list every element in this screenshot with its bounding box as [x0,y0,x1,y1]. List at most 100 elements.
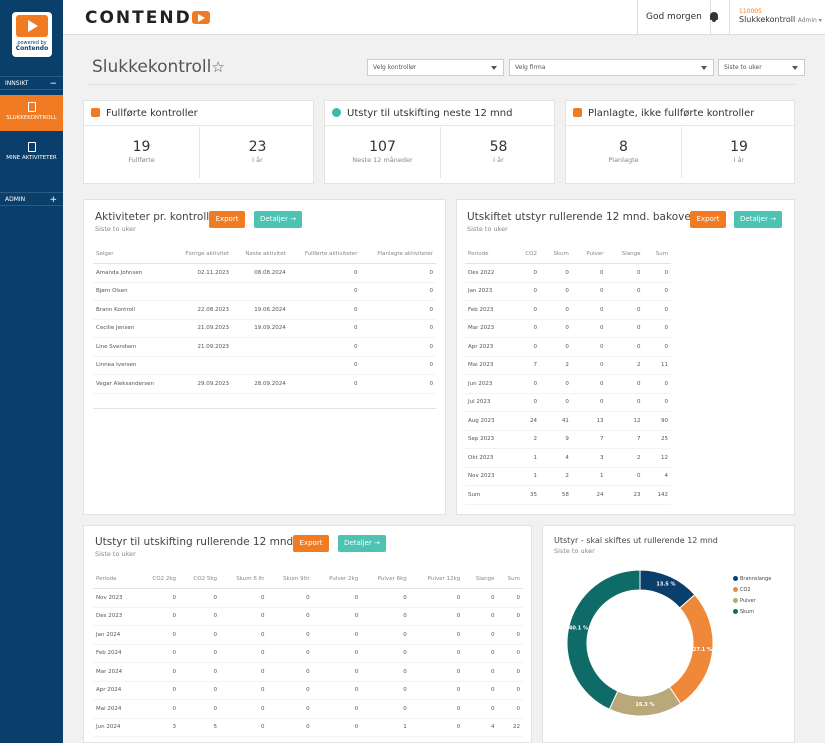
kpi-label: I år [493,156,504,164]
table-cell: 0 [571,282,607,301]
table-row: Mar 2024 0 0 0 0 0 0 0 0 0 [93,662,523,682]
activities-export-button[interactable]: Export [209,211,245,228]
kpi-label: Fullførte [128,156,155,164]
table-cell: 0 [312,699,362,719]
activities-details-button[interactable]: Detaljer → [254,211,302,228]
legend-item[interactable]: Skum [733,609,771,620]
bell-icon[interactable] [710,12,718,22]
table-cell: 0 [539,393,572,412]
table-cell: 0 [643,319,671,338]
table-cell: 0 [643,337,671,357]
contendo-logo[interactable]: powered by Contendo [12,12,52,57]
table-row: Aug 2023 24 41 13 12 90 [465,411,671,431]
table-cell: 0 [361,625,410,645]
upcoming-export-button[interactable]: Export [293,535,329,552]
table-cell: 0 [571,356,607,375]
table-cell: 58 [539,485,572,505]
table-cell: 90 [643,411,671,431]
table-cell: 0 [571,300,607,320]
table-header-cell: Pulver 2kg [312,570,362,589]
user-role: Admin ▾ [797,17,822,24]
table-cell: 21.09.2023 [171,319,233,338]
table-header-cell: Slange [463,570,498,589]
table-cell: 0 [220,681,268,700]
chart-title: Utstyr - skal skiftes ut rullerende 12 m… [554,536,718,545]
clipboard-icon [573,108,582,117]
table-cell: 22 [497,718,523,737]
table-cell: 0 [288,374,361,394]
divider [93,408,436,409]
legend-label: Pulver [740,598,756,604]
table-cell: 0 [463,681,498,700]
table-cell: 0 [539,263,572,283]
kpi-card-fullforte: Fullførte kontroller 19 Fullførte 23 I år [83,100,314,184]
table-cell: 0 [497,699,523,719]
powered-brand-label: Contendo [15,45,49,52]
table-row: Bjørn Olsen 0 0 [93,282,436,301]
period-select[interactable]: Siste to uker [718,59,805,76]
table-cell: Apr 2024 [93,681,138,700]
table-cell: 08.08.2024 [232,263,289,283]
legend-item[interactable]: CO2 [733,587,771,598]
table-cell: 0 [643,300,671,320]
table-row: Sep 2023 2 9 7 7 25 [465,430,671,449]
donut-data-label: 13.5 % [656,582,675,588]
table-cell: 0 [409,607,464,626]
table-cell: 28.09.2024 [232,374,289,394]
kontroller-select[interactable]: Velg kontrollør [367,59,504,76]
table-cell: 0 [179,681,220,700]
table-cell: Mar 2023 [465,319,514,338]
sidebar: powered by Contendo INNSIKT − SLUKKEKONTRO… [0,0,63,743]
user-id: 110005 [739,8,762,15]
kpi-card-planlagte: Planlagte, ikke fullførte kontroller 8 Pl… [565,100,795,184]
table-cell [232,282,289,301]
table-cell: 0 [539,300,572,320]
legend-item[interactable]: Brannslange [733,576,771,587]
table-cell: 0 [220,699,268,719]
table-cell: 0 [571,393,607,412]
user-menu[interactable]: 110005 Slukkekontroll Admin ▾ [729,0,825,35]
table-cell: 02.11.2023 [171,263,233,283]
table-cell: 0 [571,263,607,283]
upcoming-details-button[interactable]: Detaljer → [338,535,386,552]
upcoming-subtitle: Siste to uker [95,550,136,558]
table-cell: Bjørn Olsen [93,282,172,301]
table-row: Linnea Iversen 0 0 [93,356,436,375]
replaced-title: Utskiftet utstyr rullerende 12 mnd. bako… [467,211,696,223]
activities-subtitle: Siste to uker [95,225,136,233]
table-cell: 0 [267,644,313,663]
table-header-cell: Pulver 12kg [409,570,464,589]
table-cell: 0 [497,662,523,682]
table-row: Feb 2024 0 0 0 0 0 0 0 0 0 [93,644,523,663]
table-cell: 0 [409,699,464,719]
table-cell: 0 [539,319,572,338]
section-admin[interactable]: ADMIN + [0,192,63,206]
table-cell: 0 [361,607,410,626]
replaced-export-button[interactable]: Export [690,211,726,228]
table-cell: 0 [288,282,361,301]
firma-select[interactable]: Velg firma [509,59,714,76]
table-cell: 0 [409,681,464,700]
favorite-star-icon[interactable]: ☆ [211,58,225,76]
table-cell: 7 [513,356,540,375]
section-innsikt[interactable]: INNSIKT − [0,76,63,90]
table-cell: 0 [138,699,179,719]
brand-logo[interactable]: CONTEND [85,8,210,28]
sidebar-item-mine-aktiviteter[interactable]: MINE AKTIVITETER [0,140,63,170]
donut-slice-skum[interactable] [566,569,641,710]
table-cell: 0 [267,607,313,626]
table-cell: 1 [513,467,540,486]
legend-item[interactable]: Pulver [733,598,771,609]
table-cell: 0 [606,300,644,320]
brand-play-icon [191,11,210,24]
table-cell: 0 [179,699,220,719]
divider [88,84,795,85]
table-cell: 0 [179,588,220,608]
sidebar-item-slukkekontroll[interactable]: SLUKKEKONTROLL [0,95,63,131]
table-cell: Cecilie Jensen [93,319,172,338]
table-cell: Mai 2023 [465,356,514,375]
upcoming-table: Periode CO2 2kg CO2 5kg Skum 6 ltr Skum 9ltr… [93,570,523,737]
replaced-details-button[interactable]: Detaljer → [734,211,782,228]
table-cell: 0 [571,374,607,394]
legend-label: Skum [740,609,754,615]
